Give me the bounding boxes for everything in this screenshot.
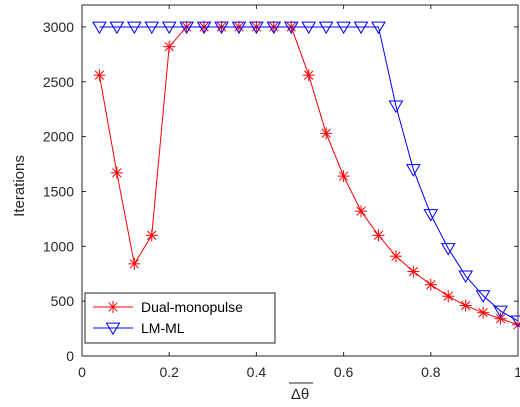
data-point [458,270,474,284]
data-point [407,265,420,278]
data-point [301,21,317,35]
data-point [372,229,385,242]
data-point [145,229,158,242]
data-point [283,21,299,35]
data-point [266,21,282,35]
data-point [405,164,421,177]
x-tick-label: 0.8 [421,364,441,380]
data-point [424,278,437,291]
legend-marker [105,322,121,336]
y-tick-label: 1000 [43,238,74,254]
data-point [126,21,142,35]
series-0 [93,20,520,331]
y-tick-label: 3000 [43,19,74,35]
data-point [161,21,177,35]
axis-ticks: 0 0.2 0.4 0.6 0.8 1 0 500 1000 1500 2000 2500 3000 [43,5,520,380]
data-point [144,21,160,35]
legend-label: Dual-monopulse [141,299,243,315]
x-tick-label: 0.4 [247,364,267,380]
data-point [336,21,351,35]
data-point [477,306,490,319]
data-point [302,69,315,82]
data-point [493,305,508,319]
plot-axes [81,4,519,357]
data-point [92,21,107,35]
y-tick-label: 2000 [43,129,74,145]
data-point [337,170,350,183]
y-axis-label: Iterations [11,155,28,217]
legend-box [84,292,276,344]
data-point [128,257,141,270]
data-point [459,299,472,312]
data-point [442,290,455,303]
x-tick-label: 0.6 [334,364,354,380]
y-tick-label: 1500 [43,183,74,199]
data-point [249,21,264,35]
legend-label: LM-ML [141,320,185,336]
x-tick-label: 0.2 [159,364,179,380]
series-layer [92,20,520,331]
data-point [214,21,229,35]
data-point [389,250,402,263]
data-point [388,100,404,114]
legend-marker [107,301,119,313]
data-point [179,21,195,35]
data-point [93,69,106,82]
data-point [440,243,456,256]
data-point [320,127,333,140]
y-tick-label: 500 [51,293,75,309]
data-point [163,40,176,53]
data-point [475,290,491,303]
data-point [355,205,368,218]
y-tick-label: 0 [66,348,74,364]
series-1 [92,21,520,329]
data-point [110,166,123,179]
data-point [510,315,520,329]
x-axis-label: Δθ [291,386,309,403]
x-tick-label: 1 [514,364,520,380]
data-point [353,21,369,35]
data-point [318,21,334,35]
legend: Dual-monopulse LM-ML [84,292,276,344]
plot-frame [81,4,519,357]
x-tick-label: 0 [78,364,86,380]
data-point [196,21,212,35]
data-point [494,312,507,325]
data-point [231,21,247,35]
series-line [99,26,519,322]
data-point [109,21,125,35]
y-tick-label: 2500 [43,74,74,90]
data-point [371,21,386,35]
data-point [423,209,439,222]
